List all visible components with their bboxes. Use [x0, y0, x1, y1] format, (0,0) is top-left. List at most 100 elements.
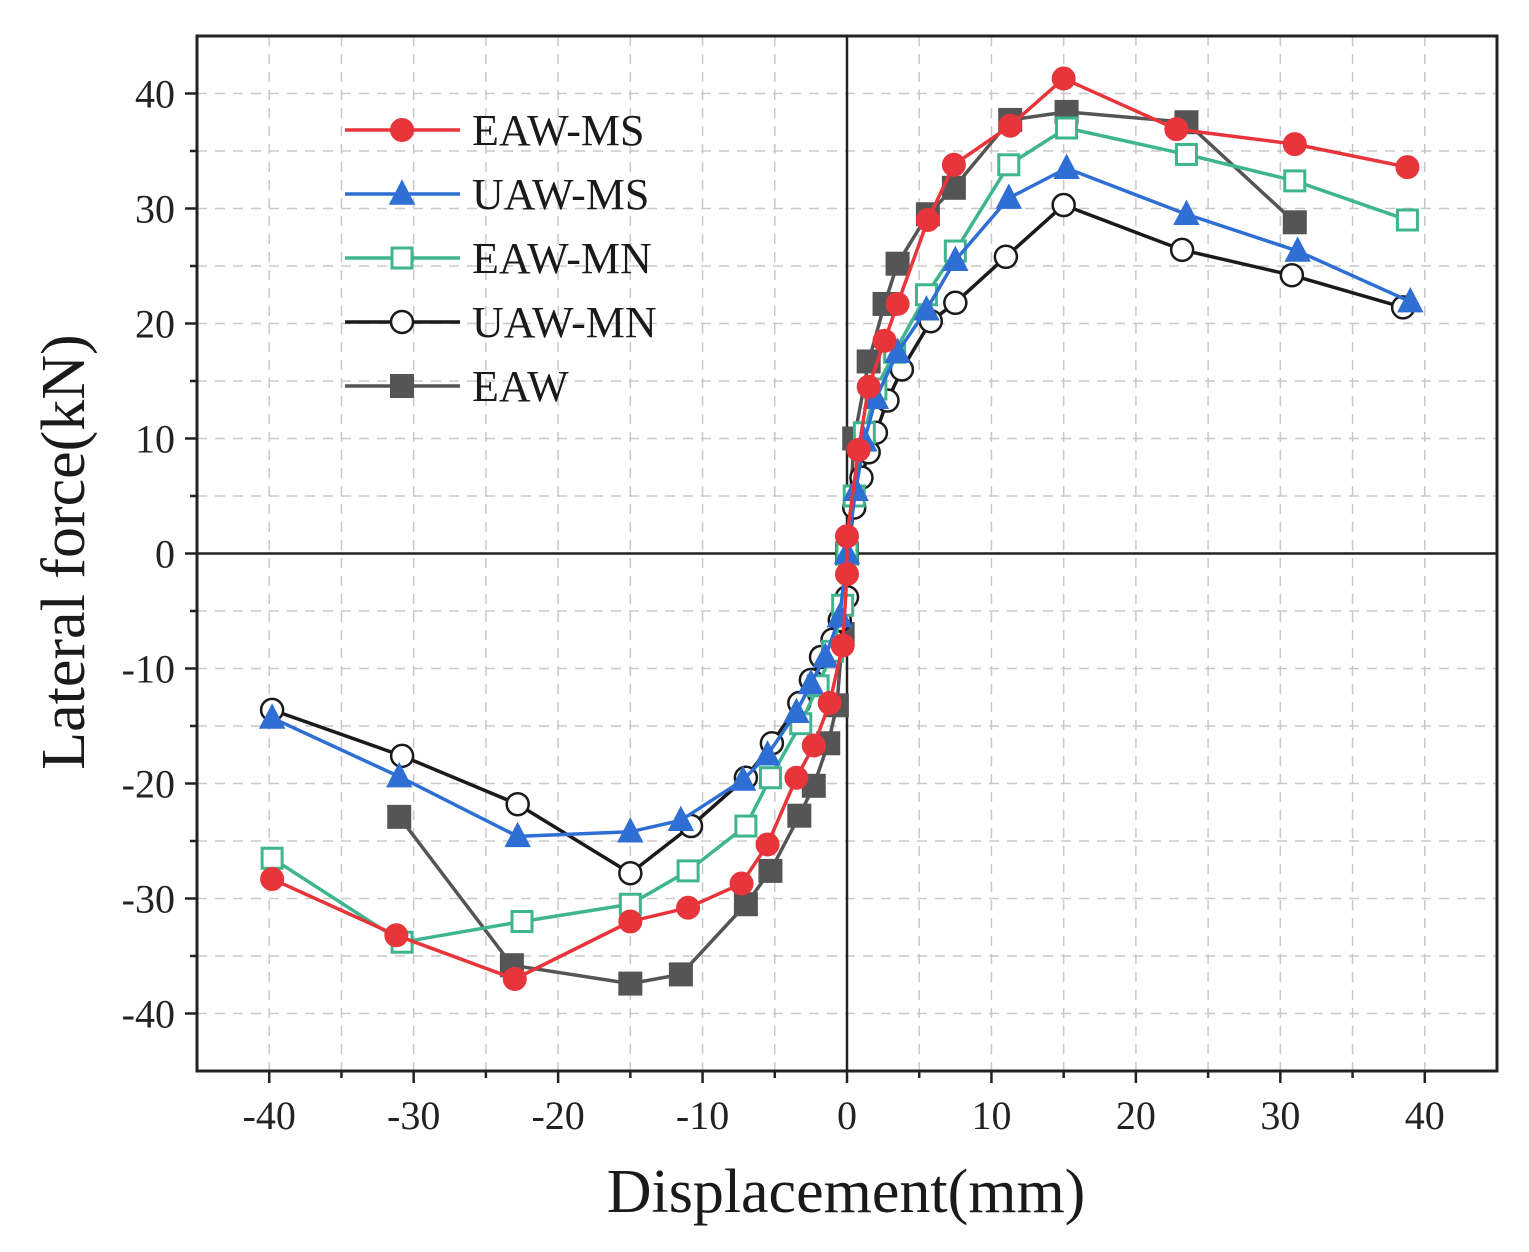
data-point-eaw-ms: [676, 895, 701, 920]
data-point-eaw-ms: [817, 691, 842, 715]
data-point-uaw-mn: [1279, 262, 1305, 288]
data-point-uaw-ms: [667, 805, 695, 832]
x-tick-label: 30: [1260, 1093, 1300, 1138]
data-point-uaw-ms: [1397, 287, 1424, 313]
data-point-eaw: [668, 962, 693, 987]
data-point-eaw-ms: [1282, 132, 1307, 157]
data-point-eaw-ms: [755, 832, 780, 857]
data-point-eaw-ms: [1051, 66, 1076, 91]
legend-item-uaw-mn: UAW-MN: [345, 298, 657, 347]
data-point-eaw-mn: [1174, 142, 1198, 166]
data-point-uaw-ms: [783, 697, 810, 723]
data-point-eaw: [787, 803, 812, 828]
data-point-eaw-ms: [384, 923, 409, 948]
y-tick-label: 40: [135, 72, 175, 117]
data-point-eaw-ms: [729, 871, 754, 896]
axes: -40 -30 -20 -10 0 10 20 30 40 -40 -30 -20 -10 0 10 20 30…: [122, 34, 1499, 1138]
data-point-uaw-ms: [504, 821, 531, 848]
data-point-uaw-ms: [797, 668, 825, 695]
legend-item-eaw: EAW: [345, 362, 569, 411]
legend-item-eaw-ms: EAW-MS: [345, 106, 644, 155]
legend-marker-eaw-ms: [390, 118, 414, 142]
data-point-uaw-mn: [505, 791, 530, 817]
y-tick-label: -20: [122, 762, 175, 807]
data-point-uaw-ms: [1053, 153, 1080, 179]
data-point-eaw-mn: [734, 814, 758, 838]
data-point-uaw-mn: [993, 244, 1019, 270]
series-line-uaw-ms: [271, 166, 1412, 839]
legend-marker-eaw: [390, 374, 414, 398]
x-tick-label: -20: [531, 1093, 584, 1138]
legend-marker-uaw-mn: [389, 309, 415, 335]
data-point-uaw-ms: [754, 740, 781, 766]
data-point-uaw-mn: [943, 290, 968, 316]
x-axis-title: Displacement(mm): [607, 1158, 1086, 1226]
data-point-eaw-ms: [801, 733, 826, 758]
data-point-eaw-ms: [915, 208, 940, 232]
x-tick-label: 0: [837, 1093, 857, 1138]
data-point-eaw-ms: [846, 438, 871, 462]
y-tick-label: -40: [122, 992, 175, 1037]
data-point-eaw: [618, 971, 643, 996]
data-point-eaw: [387, 804, 412, 829]
data-point-eaw-ms: [260, 866, 285, 891]
data-point-eaw-ms: [835, 562, 859, 587]
data-point-uaw-ms: [884, 337, 911, 363]
x-tick-label: 20: [1116, 1093, 1156, 1138]
x-tick-label: -40: [243, 1093, 296, 1138]
data-point-uaw-ms: [1284, 236, 1311, 262]
data-point-eaw-ms: [941, 152, 966, 177]
data-point-uaw-mn: [1051, 192, 1076, 218]
data-point-uaw-ms: [842, 475, 869, 501]
data-point-eaw-mn: [510, 910, 534, 933]
legend-label-uaw-ms: UAW-MS: [472, 170, 649, 219]
data-point-eaw-ms: [872, 328, 897, 353]
data-point-uaw-ms: [995, 183, 1023, 209]
y-tick-label: -10: [122, 647, 175, 692]
x-tick-label: 40: [1405, 1093, 1445, 1138]
x-tick-label: -30: [387, 1093, 440, 1138]
data-point-uaw-ms: [617, 817, 644, 843]
data-point-eaw: [733, 892, 758, 917]
data-point-uaw-mn: [618, 860, 643, 886]
data-point-eaw-ms: [830, 633, 855, 658]
legend: EAW-MS UAW-MS EAW-MN UAW-MN EAW: [345, 106, 657, 411]
data-point-eaw-mn: [676, 859, 700, 883]
data-point-eaw-mn: [1283, 169, 1307, 193]
data-point-uaw-ms: [812, 642, 839, 668]
data-point-eaw-mn: [260, 846, 284, 870]
x-tick-label: -10: [676, 1093, 729, 1138]
data-point-eaw-mn: [997, 153, 1021, 177]
data-point-uaw-ms: [258, 703, 286, 729]
y-axis-title: Lateral force(kN): [30, 334, 98, 769]
data-point-eaw: [758, 858, 783, 883]
legend-label-eaw-mn: EAW-MN: [472, 234, 652, 283]
data-point-eaw: [885, 251, 910, 276]
legend-label-eaw-ms: EAW-MS: [472, 106, 644, 155]
y-tick-label: 0: [155, 532, 175, 577]
data-point-eaw-ms: [856, 374, 881, 399]
legend-item-uaw-ms: UAW-MS: [345, 170, 649, 219]
data-point-eaw-mn: [758, 766, 782, 790]
legend-label-uaw-mn: UAW-MN: [472, 298, 657, 347]
legend-item-eaw-mn: EAW-MN: [345, 234, 652, 283]
data-point-eaw-mn: [1395, 208, 1419, 232]
data-point-uaw-ms: [942, 245, 969, 271]
data-point-eaw-ms: [502, 967, 527, 991]
data-point-eaw-ms: [1395, 155, 1420, 180]
data-point-eaw-ms: [784, 765, 809, 790]
x-tick-label: 10: [971, 1093, 1011, 1138]
data-point-eaw-ms: [885, 291, 910, 316]
legend-marker-uaw-ms: [388, 179, 416, 205]
data-point-eaw-mn: [1055, 116, 1079, 140]
y-tick-label: -30: [122, 877, 175, 922]
y-tick-label: 10: [135, 417, 175, 462]
y-tick-label: 20: [135, 302, 175, 347]
series-eaw-ms: [260, 66, 1420, 991]
y-tick-label: 30: [135, 187, 175, 232]
legend-label-eaw: EAW: [472, 362, 569, 411]
data-point-eaw-ms: [998, 113, 1023, 138]
data-point-uaw-ms: [913, 295, 940, 321]
data-point-uaw-ms: [385, 761, 413, 788]
